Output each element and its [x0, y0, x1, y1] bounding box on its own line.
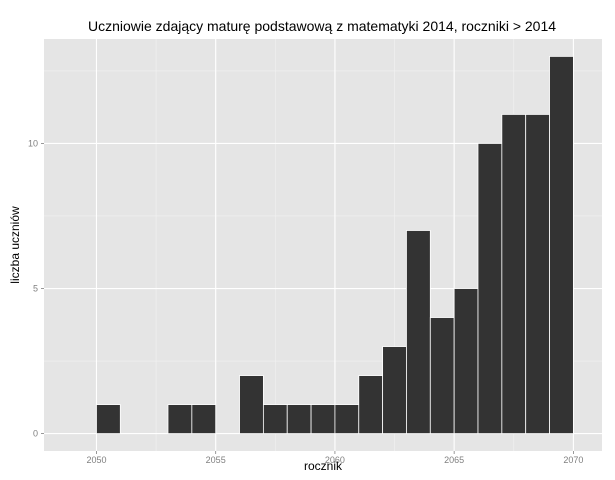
histogram-bar [334, 404, 360, 434]
histogram-bar [167, 404, 193, 434]
histogram-bar [382, 346, 407, 434]
histogram-bar [96, 404, 121, 434]
histogram-bar [477, 143, 503, 434]
histogram-bar [525, 114, 550, 434]
x-tick-label: 2060 [325, 455, 345, 465]
x-axis-label: rocznik [304, 459, 343, 473]
histogram-bar [453, 288, 479, 434]
histogram-bar [262, 404, 288, 434]
histogram-bar [501, 114, 527, 434]
histogram-bar [549, 56, 574, 434]
y-axis: 0 5 10 [28, 138, 44, 439]
x-axis: 2050 2055 2060 2065 2070 [86, 451, 583, 465]
y-tick-label: 5 [33, 284, 38, 294]
y-tick-label: 0 [33, 429, 38, 439]
bars [96, 56, 574, 434]
histogram-bar [191, 404, 217, 434]
x-tick-label: 2065 [444, 455, 464, 465]
x-tick-label: 2050 [86, 455, 106, 465]
chart-title: Uczniowie zdający maturę podstawową z ma… [88, 18, 556, 34]
histogram-bar [239, 375, 264, 434]
x-tick-label: 2055 [206, 455, 226, 465]
y-tick-label: 10 [28, 138, 38, 148]
histogram-bar [286, 404, 312, 434]
histogram-bar [358, 375, 384, 434]
histogram-bar [406, 230, 431, 434]
y-axis-label: liczba uczniów [8, 206, 22, 284]
histogram-bar [429, 317, 455, 434]
x-tick-label: 2070 [563, 455, 583, 465]
histogram-bar [310, 404, 336, 434]
